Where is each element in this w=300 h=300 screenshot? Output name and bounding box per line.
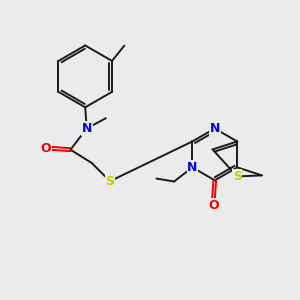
Text: O: O	[208, 199, 219, 212]
Text: S: S	[106, 175, 115, 188]
Text: O: O	[40, 142, 51, 155]
Text: N: N	[82, 122, 92, 135]
Text: N: N	[187, 161, 197, 174]
Text: N: N	[210, 122, 220, 135]
Text: S: S	[233, 170, 242, 183]
